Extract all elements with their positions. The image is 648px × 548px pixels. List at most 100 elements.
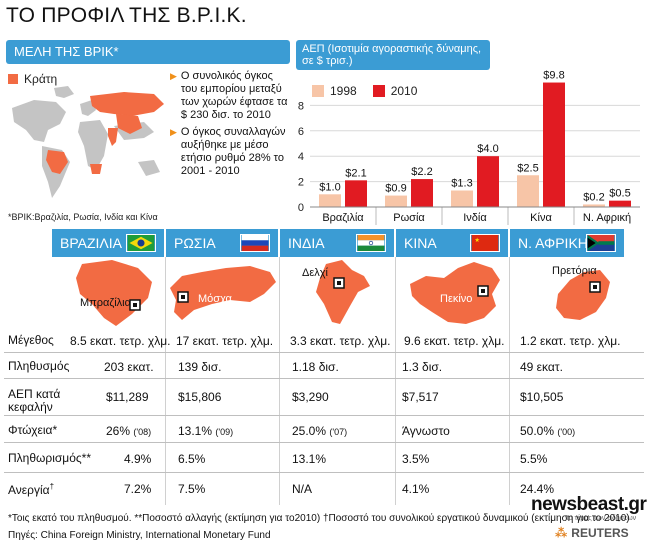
cell: 1.3 δισ. <box>402 360 443 374</box>
states-swatch <box>8 74 18 84</box>
cell: $10,505 <box>520 390 564 404</box>
russia-flag-icon <box>240 234 270 252</box>
capital-label: Πεκίνο <box>440 293 472 305</box>
column-divider <box>509 257 510 505</box>
x-tick-label: Βραζιλία <box>322 212 364 224</box>
country-header-india: ΙΝΔΙΑ <box>280 229 394 257</box>
bar-value-label: $1.3 <box>451 177 472 189</box>
members-header: ΜΕΛΗ ΤΗΣ ΒΡΙΚ* <box>6 40 290 64</box>
china-map: Πεκίνο <box>410 262 500 324</box>
svg-text:★: ★ <box>474 237 480 244</box>
bar-1998 <box>385 195 407 207</box>
bar-1998 <box>583 204 605 207</box>
cell: $3,290 <box>292 390 329 404</box>
row-label-population: Πληθυσμός <box>8 359 70 373</box>
y-tick-label: 6 <box>298 126 304 138</box>
country-header-russia: ΡΩΣΙΑ <box>166 229 278 257</box>
bar-2010 <box>345 180 367 207</box>
bar-2010 <box>609 200 631 207</box>
legend-2010-label: 2010 <box>390 84 418 98</box>
cell: 1.2 εκατ. τετρ. χλμ. <box>520 334 621 348</box>
brand-logo: newsbeast.gr <box>531 494 647 515</box>
row-divider <box>4 378 644 379</box>
bar-value-label: $2.1 <box>345 167 366 179</box>
column-divider <box>279 257 280 505</box>
page-title: ΤΟ ΠΡΟΦΙΛ ΤΗΣ Β.Ρ.Ι.Κ. <box>6 4 247 27</box>
world-map <box>12 86 164 198</box>
cell: 139 δισ. <box>178 360 222 374</box>
capital-label: Μόσχα <box>198 293 233 305</box>
cell: $7,517 <box>402 390 439 404</box>
cell: 3.3 εκατ. τετρ. χλμ. <box>290 334 391 348</box>
south-africa-flag-icon <box>586 234 616 252</box>
cell: 203 εκατ. <box>104 360 154 374</box>
country-header-brazil: ΒΡΑΖΙΛΙΑ <box>52 229 164 257</box>
china-flag-icon: ★ <box>470 234 500 252</box>
cell: 6.5% <box>178 452 206 466</box>
gdp-legend: 1998 2010 <box>312 84 417 98</box>
bar-1998 <box>451 190 473 207</box>
country-header-south-africa: Ν. ΑΦΡΙΚΗ <box>510 229 624 257</box>
cell: $15,806 <box>178 390 222 404</box>
cell: 4.1% <box>402 482 430 496</box>
row-label-poverty: Φτώχεια* <box>8 423 58 437</box>
brand-tagline: το τέρας των ειδήσεων <box>566 515 637 522</box>
cell: 13.1% <box>292 452 327 466</box>
row-label-size: Μέγεθος <box>8 333 54 347</box>
column-divider <box>165 257 166 505</box>
india-shape <box>108 128 118 146</box>
bullet-item: ▶ Ο όγκος συναλλαγών αυξήθηκε με μέσο ετή… <box>170 126 286 177</box>
cell: 25.0% ('07) <box>292 424 348 438</box>
cell: 50.0% ('00) <box>520 424 576 438</box>
bullet-item: ▶ Ο συνολικός όγκος του εμπορίου μεταξύ τ… <box>170 70 288 121</box>
country-header-china: ΚΙΝΑ ★ <box>396 229 508 257</box>
south-africa-map: Πρετόρια <box>552 265 610 320</box>
bar-1998 <box>517 175 539 207</box>
bar-value-label: $0.9 <box>385 183 406 195</box>
capital-label: Δελχί <box>302 267 329 279</box>
cell: $11,289 <box>106 390 149 404</box>
bullets: ▶ Ο συνολικός όγκος του εμπορίου μεταξύ τ… <box>170 70 292 182</box>
cell: 4.9% <box>124 452 152 466</box>
bar-value-label: $1.0 <box>319 181 340 193</box>
y-tick-label: 2 <box>298 177 304 189</box>
x-tick-label: Ινδία <box>463 212 487 224</box>
cell: Άγνωστο <box>402 424 450 438</box>
reuters-icon: ⁂ <box>555 526 568 540</box>
states-legend-label: Κράτη <box>24 72 58 86</box>
cell: 49 εκατ. <box>520 360 563 374</box>
brazil-shape <box>46 150 68 174</box>
cell: 7.5% <box>178 482 206 496</box>
india-flag-icon <box>356 234 386 252</box>
row-divider <box>4 442 644 443</box>
cell: 1.18 δισ. <box>292 360 339 374</box>
brazil-map: Μπραζίλια <box>76 260 152 326</box>
bar-value-label: $9.8 <box>543 70 564 82</box>
cell: 13.1% ('09) <box>178 424 234 438</box>
bar-value-label: $4.0 <box>477 143 498 155</box>
x-tick-label: Ρωσία <box>393 212 425 224</box>
cell: 9.6 εκατ. τετρ. χλμ. <box>404 334 505 348</box>
reuters-logo: ⁂ REUTERS <box>555 526 629 540</box>
row-divider <box>4 472 644 473</box>
capital-label: Μπραζίλια <box>80 297 132 309</box>
cell: 7.2% <box>124 482 152 496</box>
row-divider <box>4 415 644 416</box>
x-tick-label: Ν. Αφρική <box>583 212 631 224</box>
legend-1998-label: 1998 <box>330 84 357 98</box>
map-note: *ΒΡΙΚ:Βραζιλία, Ρωσία, Ινδία και Κίνα <box>8 212 158 222</box>
row-label-unemployment: Ανεργία† <box>8 482 55 497</box>
source-note: Πηγές: China Foreign Ministry, Internati… <box>8 530 271 541</box>
bar-value-label: $2.5 <box>517 162 538 174</box>
y-tick-label: 0 <box>298 202 304 214</box>
bar-2010 <box>477 156 499 207</box>
cell: N/A <box>292 482 313 496</box>
capital-label: Πρετόρια <box>552 265 597 277</box>
india-map: Δελχί <box>302 260 370 324</box>
footnote: *Τοις εκατό του πληθυσμού. **Ποσοστό αλλ… <box>8 513 630 524</box>
legend-1998-swatch <box>312 85 324 97</box>
bar-2010 <box>543 82 565 207</box>
column-divider <box>395 257 396 505</box>
cell: 3.5% <box>402 452 430 466</box>
bar-value-label: $0.5 <box>609 188 630 200</box>
